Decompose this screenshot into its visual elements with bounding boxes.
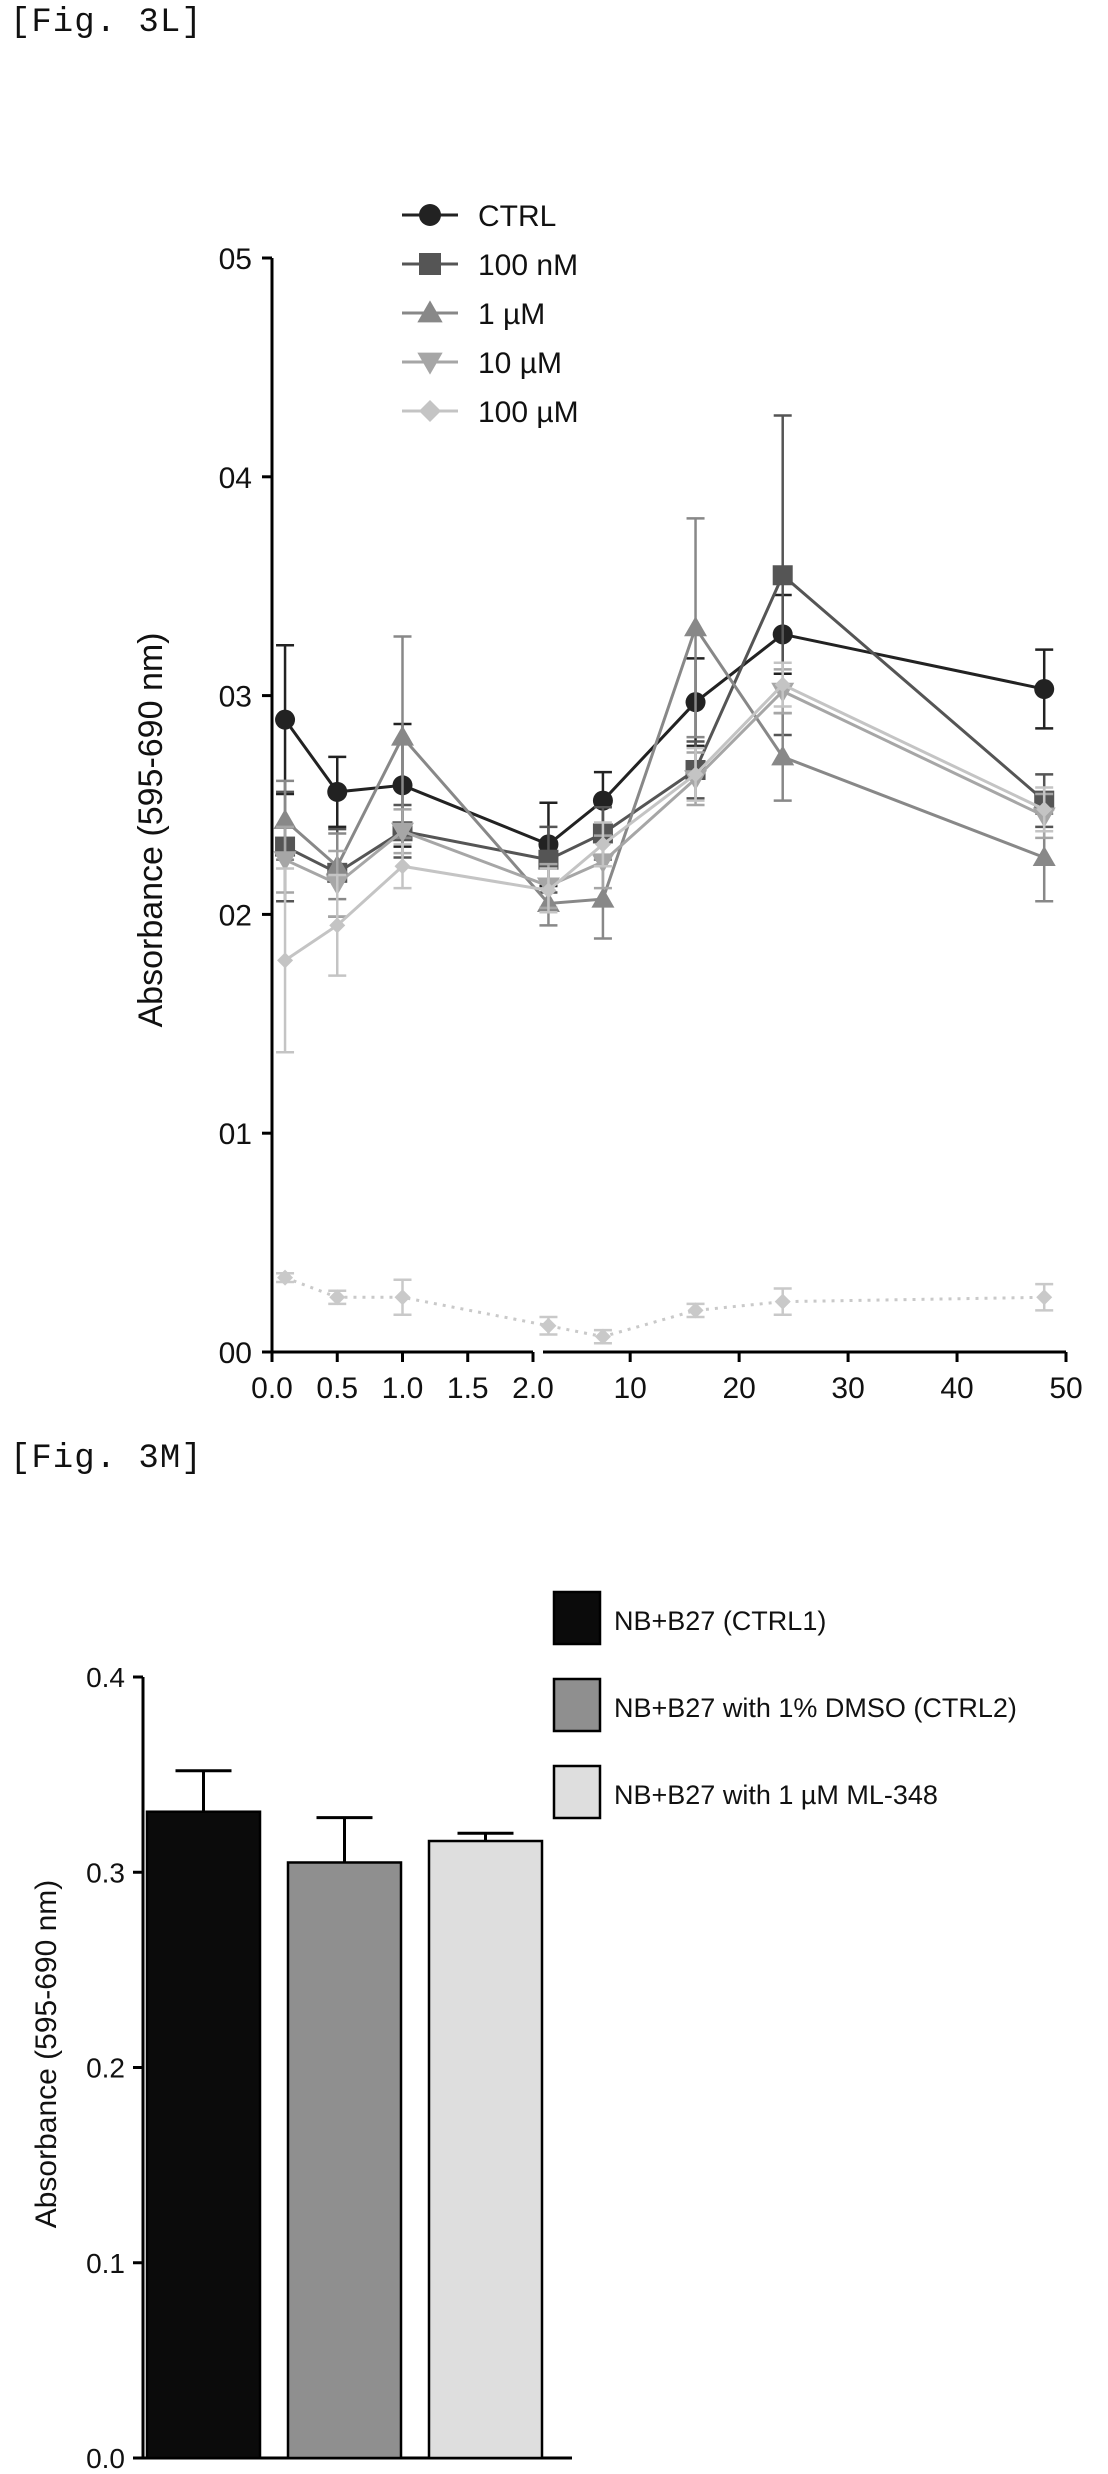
data-point [772, 565, 793, 586]
legend-marker [417, 352, 443, 375]
legend-label: CTRL [478, 200, 556, 233]
data-point [687, 766, 704, 783]
legend-marker [419, 400, 441, 422]
data-point [394, 858, 411, 875]
data-point [277, 1269, 294, 1286]
data-point [594, 836, 611, 853]
y-tick-label: 05 [219, 243, 252, 276]
data-point [592, 790, 613, 811]
line-chart-3l: 00 01 02 03 04 05 0.0 0.5 1.0 1.5 2.0 10 20 30 40 50 CT… [132, 200, 1083, 1405]
x-tick-label: 1.0 [382, 1372, 424, 1405]
legend-label: 100 nM [478, 249, 578, 282]
data-point [1036, 1289, 1053, 1306]
x-tick-label: 20 [722, 1372, 755, 1405]
series-ctrl [275, 593, 1055, 888]
y-tick-label: 00 [219, 1337, 252, 1370]
bar-chart-3m: 0.0 0.1 0.2 0.3 0.4 NB+B27 (CTRL1) NB+B27 wit… [30, 1590, 1017, 2474]
data-point [329, 1289, 346, 1306]
data-point [594, 1328, 611, 1345]
data-point [277, 952, 294, 969]
data-point [275, 709, 296, 730]
chart-axes: 0.0 0.1 0.2 0.3 0.4 [86, 1662, 572, 2474]
y-tick-label: 0.4 [86, 1662, 125, 1693]
legend-marker [417, 300, 443, 323]
data-point [1032, 846, 1056, 867]
series-line [284, 624, 1045, 906]
figure-3m-label: [Fig. 3M] [10, 1440, 203, 1478]
chart-bars [145, 1769, 544, 2460]
series-unlabeled [276, 1269, 1054, 1345]
data-point [273, 808, 297, 829]
y-axis-title: Absorbance (595-690 nm) [132, 632, 170, 1027]
legend-label: 10 µM [478, 347, 562, 380]
data-point [684, 616, 708, 637]
x-tick-label: 2.0 [512, 1372, 554, 1405]
data-point [391, 725, 414, 746]
legend-swatch [552, 1677, 602, 1733]
data-point [391, 822, 414, 843]
legend-swatch [552, 1590, 602, 1646]
legend-label: NB+B27 (CTRL1) [614, 1606, 826, 1636]
y-tick-label: 0.2 [86, 2053, 125, 2084]
y-tick-label: 02 [219, 899, 252, 932]
chart-axes: 00 01 02 03 04 05 0.0 0.5 1.0 1.5 2.0 10 20 30 40 50 [219, 243, 1083, 1405]
data-point [1036, 801, 1053, 818]
x-tick-label: 40 [940, 1372, 973, 1405]
x-tick-label: 1.5 [447, 1372, 489, 1405]
series-line [284, 689, 1045, 888]
bar [145, 1810, 262, 2460]
figure-3l-label: [Fig. 3L] [10, 4, 203, 42]
series-line [284, 682, 1045, 962]
series-line [284, 1276, 1045, 1339]
bar [286, 1861, 403, 2460]
x-tick-label: 0.5 [316, 1372, 358, 1405]
series-line [284, 572, 1046, 875]
data-point [774, 676, 791, 693]
y-tick-label: 0.1 [86, 2248, 125, 2279]
data-point [591, 887, 615, 908]
data-point [771, 745, 795, 766]
legend-marker [419, 204, 441, 226]
data-point [540, 1317, 557, 1334]
data-point [327, 781, 348, 802]
series-100-µm [276, 661, 1054, 1054]
x-tick-label: 0.0 [251, 1372, 293, 1405]
legend-label: 100 µM [478, 396, 579, 429]
bar [427, 1839, 544, 2460]
x-tick-label: 50 [1049, 1372, 1082, 1405]
chart-series [273, 414, 1056, 1345]
y-tick-label: 03 [219, 681, 252, 714]
data-point [394, 1289, 411, 1306]
series-line [283, 632, 1045, 847]
y-tick-label: 0.0 [86, 2443, 125, 2474]
data-point [1034, 679, 1055, 700]
legend-label: NB+B27 with 1% DMSO (CTRL2) [614, 1693, 1017, 1723]
y-tick-label: 01 [219, 1118, 252, 1151]
chart-legend: CTRL 100 nM 1 µM 10 µM 100 µM [402, 200, 579, 429]
legend-swatch [552, 1764, 602, 1820]
data-point [329, 917, 346, 934]
data-point [540, 882, 557, 899]
legend-label: NB+B27 with 1 µM ML-348 [614, 1780, 938, 1810]
y-axis-title: Absorbance (595-690 nm) [30, 1880, 63, 2229]
data-point [273, 851, 297, 872]
x-tick-label: 30 [831, 1372, 864, 1405]
legend-marker [419, 253, 441, 275]
legend-label: 1 µM [478, 298, 545, 331]
data-point [774, 1293, 791, 1310]
x-tick-label: 10 [613, 1372, 646, 1405]
y-tick-label: 0.3 [86, 1857, 125, 1888]
y-tick-label: 04 [219, 462, 252, 495]
chart-legend: NB+B27 (CTRL1) NB+B27 with 1% DMSO (CTRL2… [552, 1590, 1017, 1820]
data-point [687, 1302, 704, 1319]
